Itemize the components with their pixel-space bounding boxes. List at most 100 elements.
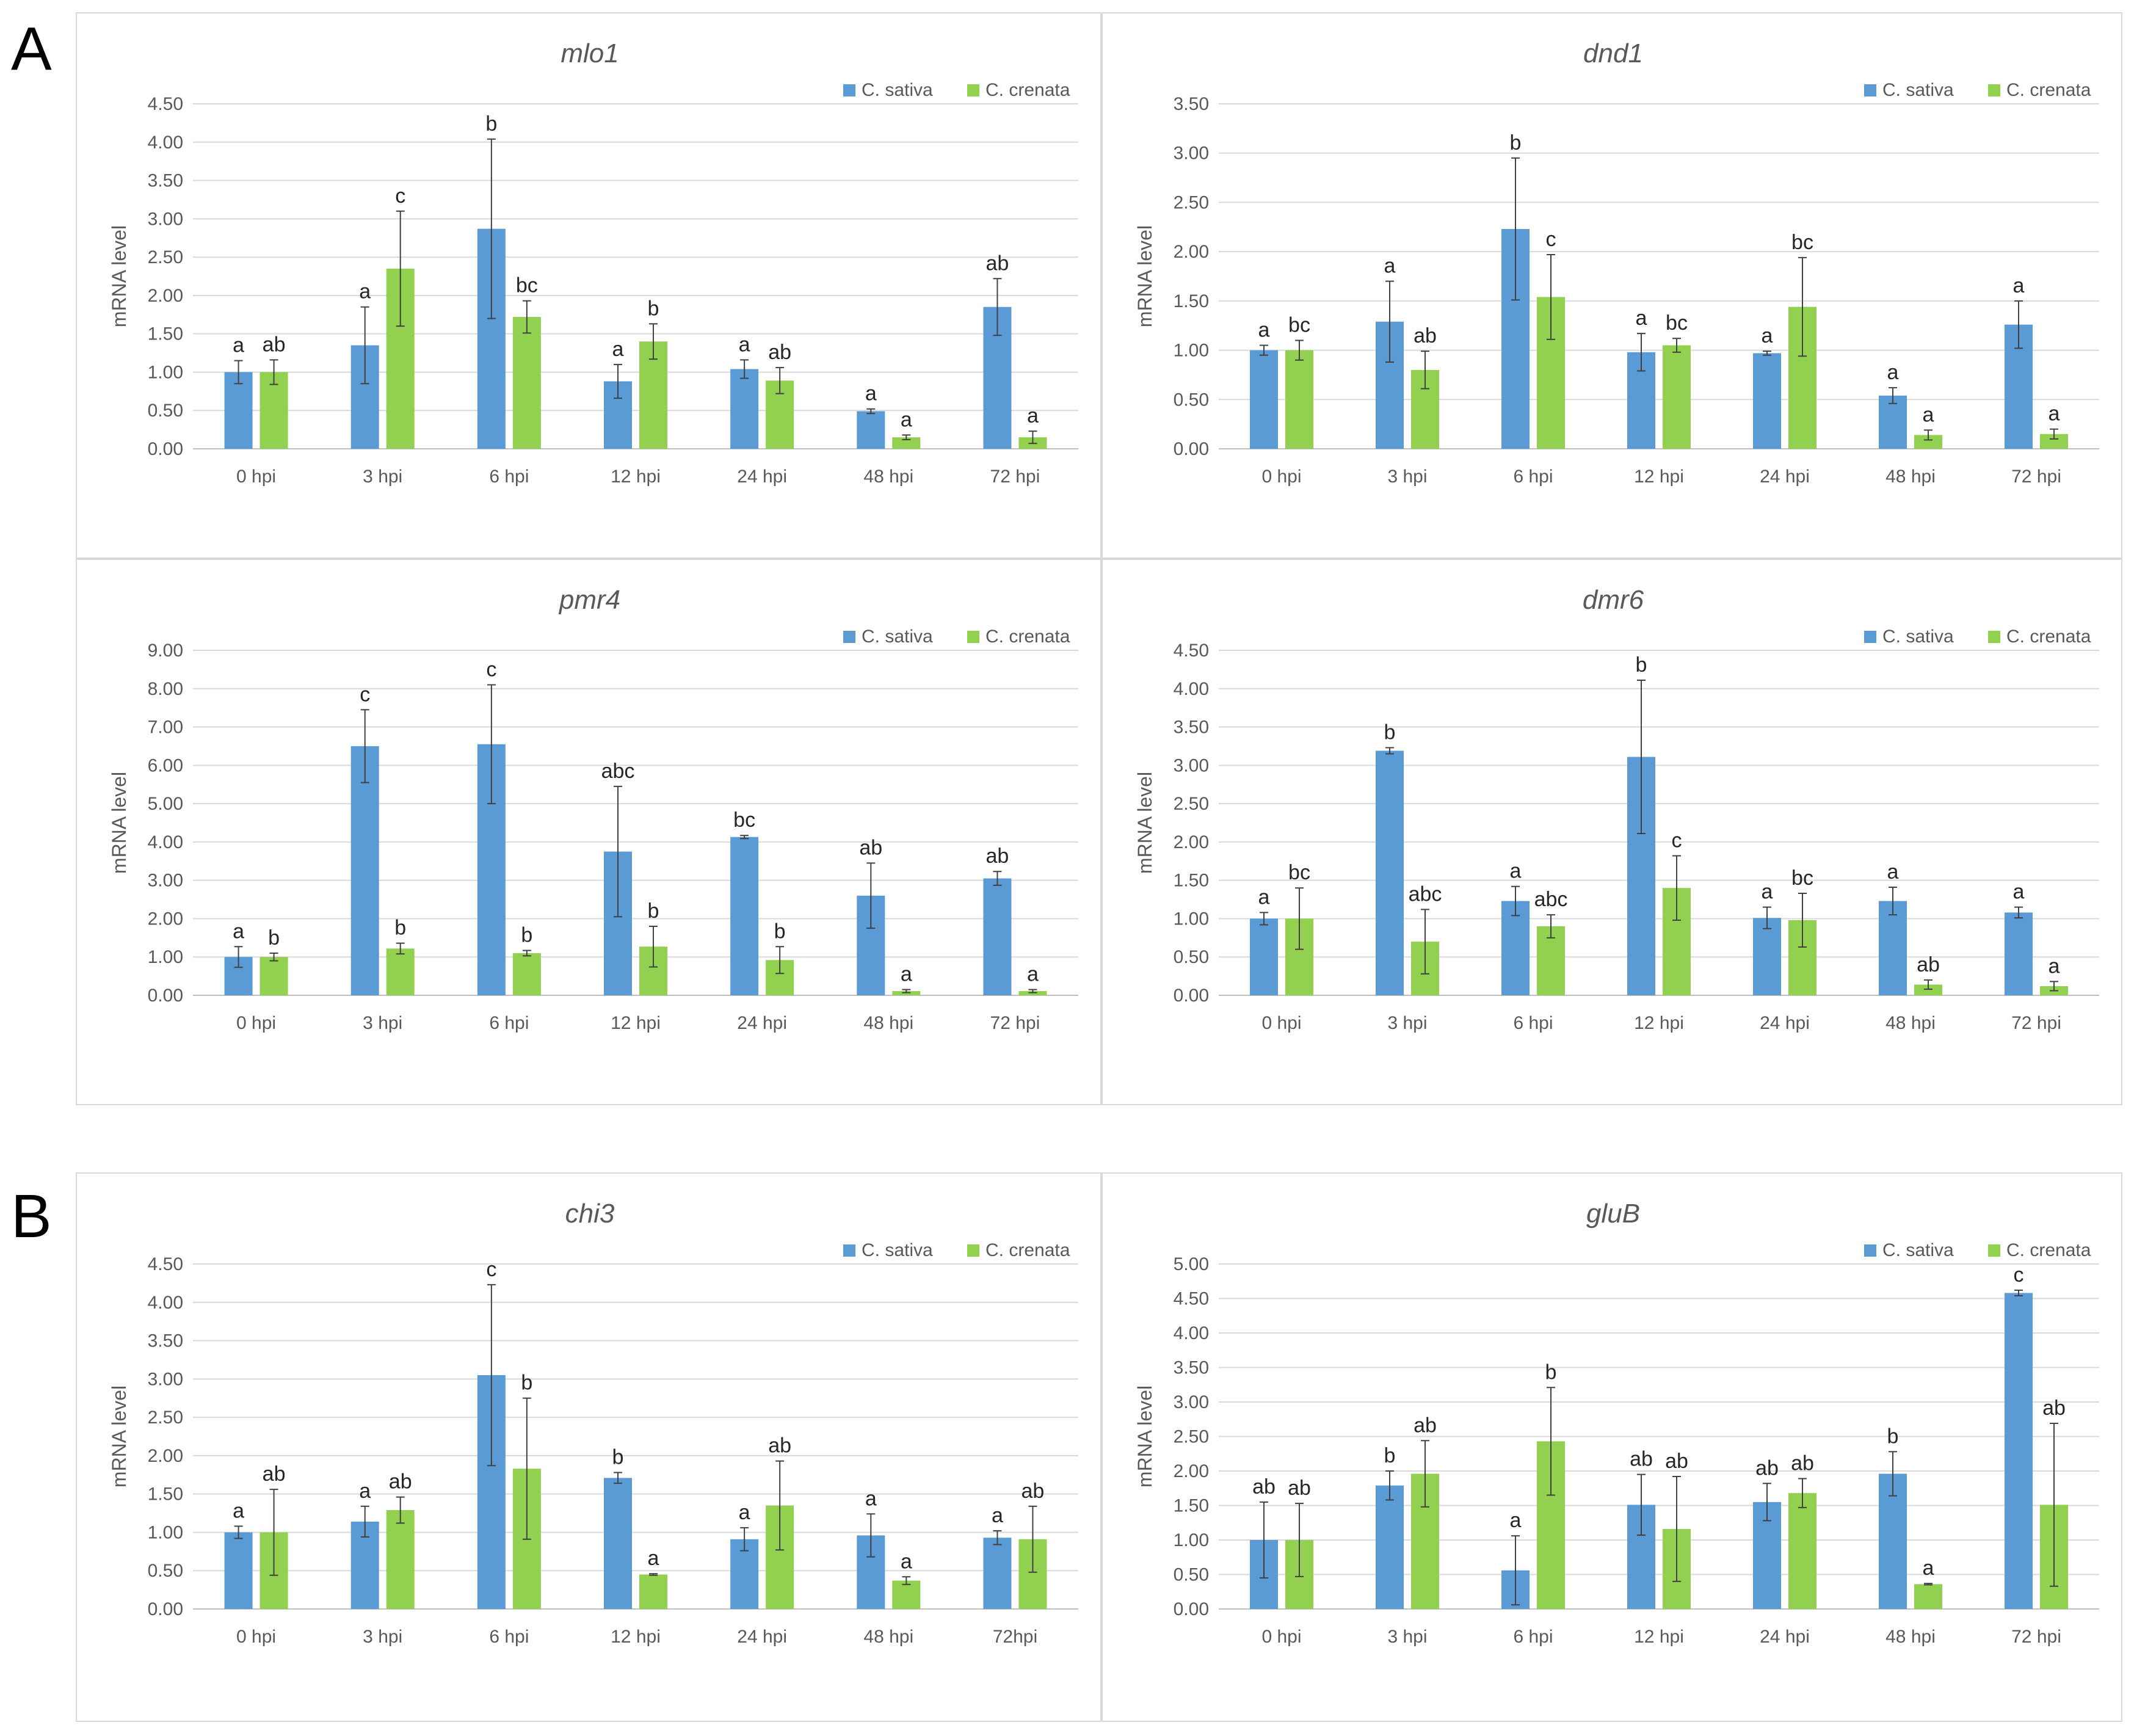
x-tick-label: 0 hpi bbox=[236, 467, 276, 487]
bar-sativa bbox=[2005, 912, 2033, 995]
significance-label: a bbox=[359, 1480, 371, 1503]
y-tick-label: 5.00 bbox=[1174, 1254, 1209, 1274]
chart-glub: gluB C. sativa C. crenata 0.00 0.50 1.00 1.50 2… bbox=[1101, 1172, 2122, 1722]
legend-label: C. crenata bbox=[985, 80, 1070, 100]
x-tick-label: 72hpi bbox=[993, 1627, 1037, 1647]
y-axis-label: mRNA level bbox=[1134, 1386, 1156, 1487]
x-tick-label: 24 hpi bbox=[737, 467, 787, 487]
significance-label: b bbox=[1636, 653, 1647, 677]
significance-label: a bbox=[233, 334, 244, 357]
x-tick-label: 3 hpi bbox=[363, 1627, 402, 1647]
y-tick-label: 3.00 bbox=[148, 871, 183, 891]
significance-label: a bbox=[901, 1550, 912, 1573]
x-tick-label: 12 hpi bbox=[611, 1013, 661, 1033]
significance-label: ab bbox=[768, 341, 791, 364]
significance-label: a bbox=[2049, 954, 2060, 978]
bar-crenata bbox=[512, 317, 541, 449]
significance-label: bc bbox=[1288, 861, 1310, 884]
x-tick-label: 72 hpi bbox=[2011, 1627, 2061, 1647]
y-tick-label: 1.00 bbox=[148, 947, 183, 967]
significance-label: ab bbox=[263, 333, 286, 356]
bar-sativa bbox=[1753, 353, 1781, 449]
x-tick-label: 24 hpi bbox=[1760, 467, 1810, 487]
significance-label: a bbox=[1027, 963, 1039, 986]
significance-label: ab bbox=[1791, 1451, 1814, 1475]
y-tick-label: 2.00 bbox=[1174, 242, 1209, 262]
y-tick-label: 1.00 bbox=[1174, 341, 1209, 361]
chart-dmr6-svg: dmr6 C. sativa C. crenata 0.00 0.50 1.00 1.50 2… bbox=[1134, 585, 2099, 1033]
y-tick-label: 1.00 bbox=[148, 362, 183, 382]
y-tick-label: 0.00 bbox=[148, 1599, 183, 1619]
y-tick-label: 0.00 bbox=[1174, 439, 1209, 459]
chart-dmr6: dmr6 C. sativa C. crenata 0.00 0.50 1.00 1.50 2… bbox=[1101, 559, 2122, 1105]
significance-label: ab bbox=[986, 844, 1009, 868]
bar-sativa bbox=[1250, 918, 1278, 995]
significance-label: c bbox=[1546, 228, 1556, 251]
significance-label: a bbox=[233, 920, 244, 943]
y-tick-label: 2.50 bbox=[148, 247, 183, 267]
y-tick-label: 4.00 bbox=[148, 832, 183, 852]
legend-swatch-sativa bbox=[1864, 1244, 1876, 1257]
bar-crenata bbox=[259, 957, 288, 995]
significance-label: b bbox=[1510, 131, 1522, 154]
bar-crenata bbox=[639, 1574, 667, 1609]
significance-label: c bbox=[360, 683, 370, 706]
bar-crenata bbox=[1914, 984, 1942, 995]
legend-label: C. sativa bbox=[862, 80, 933, 100]
y-tick-label: 2.00 bbox=[148, 909, 183, 929]
x-tick-label: 48 hpi bbox=[1885, 1013, 1936, 1033]
significance-label: a bbox=[1636, 307, 1647, 330]
x-tick-label: 24 hpi bbox=[737, 1013, 787, 1033]
significance-label: ab bbox=[986, 252, 1009, 275]
bar-sativa bbox=[1879, 901, 1907, 995]
x-tick-label: 3 hpi bbox=[1387, 1627, 1427, 1647]
x-tick-label: 3 hpi bbox=[363, 467, 402, 487]
y-tick-label: 4.00 bbox=[1174, 679, 1209, 699]
bar-crenata bbox=[386, 948, 415, 995]
y-tick-label: 1.50 bbox=[148, 324, 183, 344]
significance-label: ab bbox=[1288, 1476, 1311, 1500]
significance-label: abc bbox=[601, 760, 635, 783]
panel-label-a: A bbox=[11, 15, 52, 83]
bar-crenata bbox=[512, 953, 541, 995]
y-tick-label: 0.00 bbox=[1174, 986, 1209, 1006]
x-tick-label: 12 hpi bbox=[611, 467, 661, 487]
y-tick-label: 2.50 bbox=[1174, 1427, 1209, 1447]
significance-label: a bbox=[865, 1487, 877, 1510]
significance-label: ab bbox=[1755, 1456, 1779, 1480]
significance-label: a bbox=[648, 1547, 659, 1570]
bar-sativa bbox=[983, 878, 1012, 995]
significance-label: a bbox=[1027, 404, 1039, 427]
significance-label: ab bbox=[389, 1470, 412, 1494]
significance-label: abc bbox=[1534, 888, 1568, 911]
legend-swatch-crenata bbox=[967, 631, 979, 643]
significance-label: b bbox=[774, 920, 786, 943]
significance-label: a bbox=[1384, 255, 1396, 278]
significance-label: c bbox=[2014, 1263, 2024, 1287]
x-tick-label: 12 hpi bbox=[1634, 1013, 1684, 1033]
y-tick-label: 5.00 bbox=[148, 794, 183, 814]
x-tick-label: 6 hpi bbox=[1513, 1013, 1553, 1033]
x-tick-label: 48 hpi bbox=[863, 467, 913, 487]
x-tick-label: 48 hpi bbox=[863, 1627, 913, 1647]
significance-label: c bbox=[1672, 829, 1682, 852]
x-tick-label: 0 hpi bbox=[1261, 467, 1301, 487]
significance-label: b bbox=[1384, 1444, 1396, 1467]
significance-label: b bbox=[268, 926, 280, 950]
x-tick-label: 0 hpi bbox=[236, 1627, 276, 1647]
x-tick-label: 6 hpi bbox=[1513, 467, 1553, 487]
significance-label: a bbox=[865, 382, 877, 405]
bar-sativa bbox=[1753, 918, 1781, 995]
y-axis-label: mRNA level bbox=[1134, 772, 1156, 874]
y-tick-label: 0.00 bbox=[148, 439, 183, 459]
y-tick-label: 0.50 bbox=[1174, 947, 1209, 967]
x-tick-label: 72 hpi bbox=[2011, 1013, 2061, 1033]
significance-label: ab bbox=[1414, 1414, 1437, 1437]
y-tick-label: 2.00 bbox=[1174, 832, 1209, 852]
y-tick-label: 1.00 bbox=[1174, 1530, 1209, 1550]
significance-label: a bbox=[739, 1501, 750, 1524]
x-tick-label: 24 hpi bbox=[1760, 1627, 1810, 1647]
significance-label: b bbox=[648, 899, 659, 923]
y-tick-label: 4.00 bbox=[148, 1293, 183, 1313]
legend-label: C. sativa bbox=[862, 626, 933, 647]
